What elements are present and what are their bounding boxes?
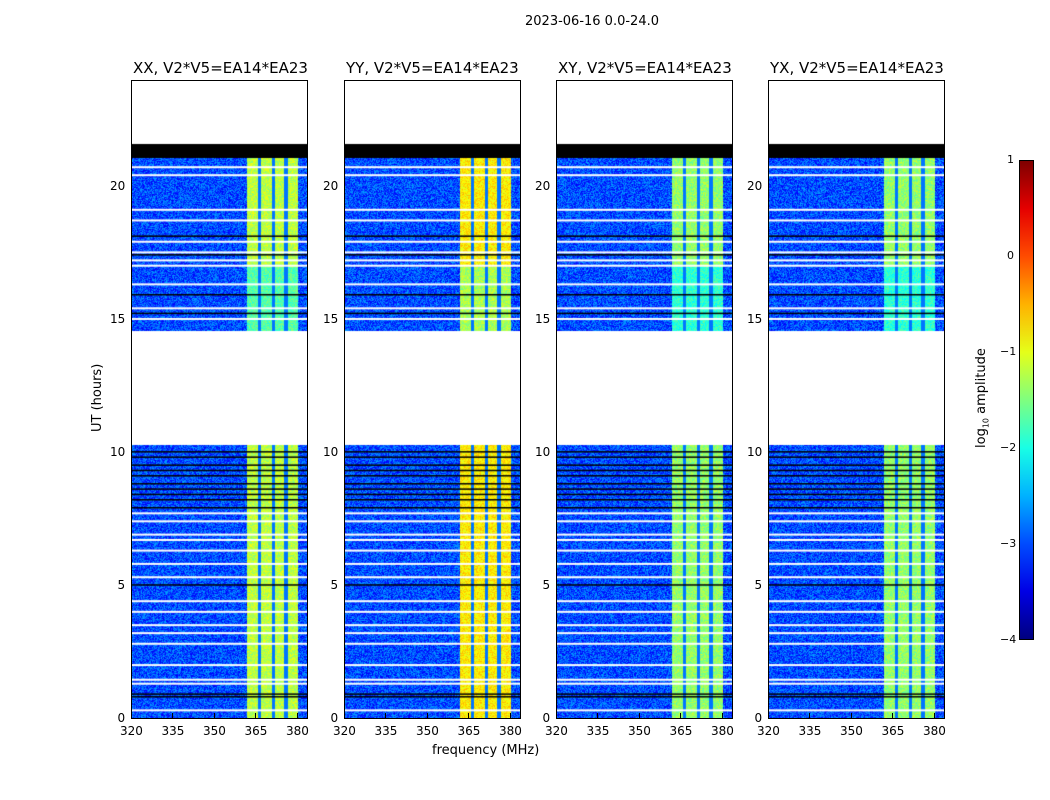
x-tick-label: 365 <box>669 724 693 738</box>
y-tick-label: 15 <box>323 311 339 326</box>
y-tick-label: 10 <box>535 444 551 459</box>
y-tick-label: 5 <box>117 577 126 592</box>
colorbar-tick-label: 1 <box>1007 153 1014 166</box>
x-tick-label: 320 <box>757 724 780 738</box>
x-tick-mark <box>213 713 215 718</box>
x-tick-mark <box>850 713 852 718</box>
x-tick-label: 350 <box>202 724 226 738</box>
y-tick-label: 0 <box>542 711 551 725</box>
colorbar-tick-label: 0 <box>1007 249 1014 262</box>
x-tick-mark <box>426 713 428 718</box>
y-tick-label: 15 <box>110 311 126 326</box>
y-tick-label: 0 <box>117 711 126 725</box>
y-tick-label: 5 <box>330 577 339 592</box>
x-tick-label: 380 <box>922 724 946 738</box>
colorbar-tick-label: −1 <box>1000 345 1017 358</box>
figure-title: 2023-06-16 0.0-24.0 <box>525 14 659 29</box>
x-tick-mark <box>385 713 387 718</box>
colorbar-tick-label: −2 <box>1000 441 1017 454</box>
y-tick-label: 15 <box>535 311 551 326</box>
x-tick-mark <box>597 713 599 718</box>
x-tick-label: 335 <box>161 724 185 738</box>
y-tick-label: 20 <box>747 178 763 193</box>
colorbar-tick-label: −3 <box>1000 537 1017 550</box>
x-tick-mark <box>509 713 511 718</box>
x-tick-mark <box>296 713 298 718</box>
x-tick-label: 380 <box>710 724 734 738</box>
y-axis-label: UT (hours) <box>90 363 105 432</box>
panel-title: XY, V2*V5=EA14*EA23 <box>558 59 732 77</box>
x-tick-mark <box>172 713 174 718</box>
x-tick-label: 320 <box>545 724 568 738</box>
x-tick-mark <box>768 713 769 718</box>
y-tick-label: 20 <box>535 178 551 193</box>
heatmap-cells <box>132 81 307 718</box>
x-tick-label: 335 <box>798 724 822 738</box>
x-tick-mark <box>721 713 723 718</box>
y-tick-label: 10 <box>110 444 126 459</box>
x-tick-mark <box>638 713 640 718</box>
heatmap-cells <box>345 81 520 718</box>
x-tick-label: 350 <box>415 724 439 738</box>
y-tick-label: 15 <box>747 311 763 326</box>
x-tick-label: 380 <box>498 724 522 738</box>
spectrogram-panel-1 <box>131 80 308 719</box>
heatmap-cells <box>769 81 944 718</box>
x-tick-label: 335 <box>374 724 398 738</box>
colorbar-tick-label: −4 <box>1000 633 1017 646</box>
panel-title: YY, V2*V5=EA14*EA23 <box>346 59 519 77</box>
x-tick-mark <box>344 713 345 718</box>
x-tick-mark <box>131 713 132 718</box>
x-tick-label: 335 <box>586 724 610 738</box>
x-tick-label: 365 <box>881 724 905 738</box>
spectrogram-panel-3 <box>556 80 733 719</box>
x-tick-mark <box>680 713 682 718</box>
x-tick-mark <box>892 713 894 718</box>
y-tick-label: 10 <box>747 444 763 459</box>
x-tick-mark <box>933 713 935 718</box>
x-tick-label: 320 <box>120 724 143 738</box>
x-tick-mark <box>468 713 470 718</box>
x-tick-label: 350 <box>839 724 863 738</box>
x-tick-label: 350 <box>627 724 651 738</box>
colorbar <box>1019 160 1034 640</box>
heatmap-cells <box>557 81 732 718</box>
y-tick-label: 5 <box>542 577 551 592</box>
x-tick-mark <box>255 713 257 718</box>
x-tick-label: 365 <box>457 724 481 738</box>
x-tick-label: 380 <box>285 724 309 738</box>
panel-title: XX, V2*V5=EA14*EA23 <box>133 59 308 77</box>
y-tick-label: 0 <box>754 711 763 725</box>
x-axis-label: frequency (MHz) <box>432 743 540 758</box>
spectrogram-panel-2 <box>344 80 521 719</box>
panel-title: YX, V2*V5=EA14*EA23 <box>770 59 944 77</box>
spectrogram-panel-4 <box>768 80 945 719</box>
y-tick-label: 20 <box>110 178 126 193</box>
x-tick-mark <box>809 713 811 718</box>
x-tick-label: 365 <box>244 724 268 738</box>
x-tick-label: 320 <box>333 724 356 738</box>
y-tick-label: 0 <box>330 711 339 725</box>
y-tick-label: 5 <box>754 577 763 592</box>
colorbar-label: log10 amplitude <box>974 348 991 448</box>
y-tick-label: 10 <box>323 444 339 459</box>
y-tick-label: 20 <box>323 178 339 193</box>
x-tick-mark <box>556 713 557 718</box>
